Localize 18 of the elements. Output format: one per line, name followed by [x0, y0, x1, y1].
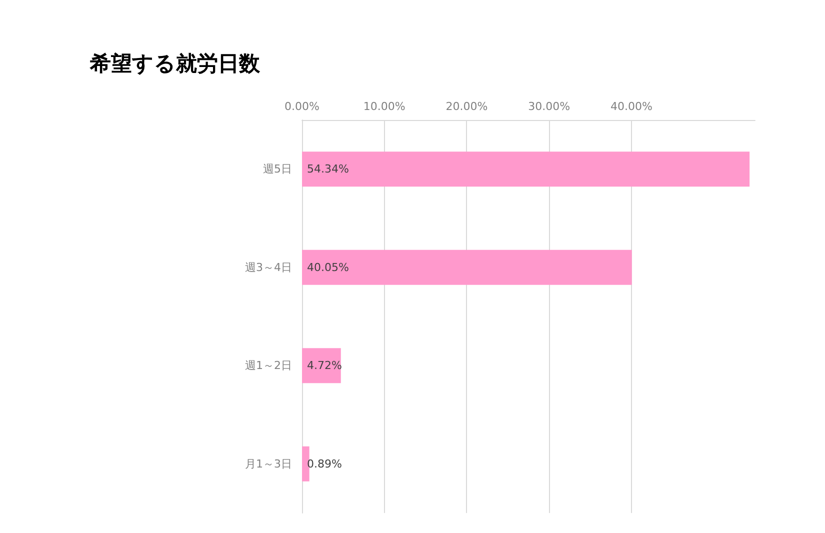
x-tick-label: 30.00% [528, 100, 570, 113]
chart-title: 希望する就労日数 [89, 52, 261, 76]
x-tick-label: 20.00% [446, 100, 488, 113]
data-label: 0.89% [307, 457, 342, 470]
y-tick-label: 週3～4日 [245, 260, 292, 274]
bar [302, 152, 750, 187]
data-label: 40.05% [307, 260, 349, 274]
x-tick-label: 10.00% [363, 100, 406, 113]
x-tick-label: 40.00% [610, 100, 652, 113]
data-label: 54.34% [307, 162, 349, 176]
bar [302, 250, 632, 285]
data-label: 4.72% [307, 359, 342, 372]
y-tick-label: 月1～3日 [245, 457, 292, 470]
y-tick-label: 週5日 [263, 162, 292, 176]
bar [302, 348, 341, 384]
x-tick-label: 0.00% [284, 100, 320, 113]
y-tick-label: 週1～2日 [245, 359, 292, 372]
bar [302, 446, 310, 482]
